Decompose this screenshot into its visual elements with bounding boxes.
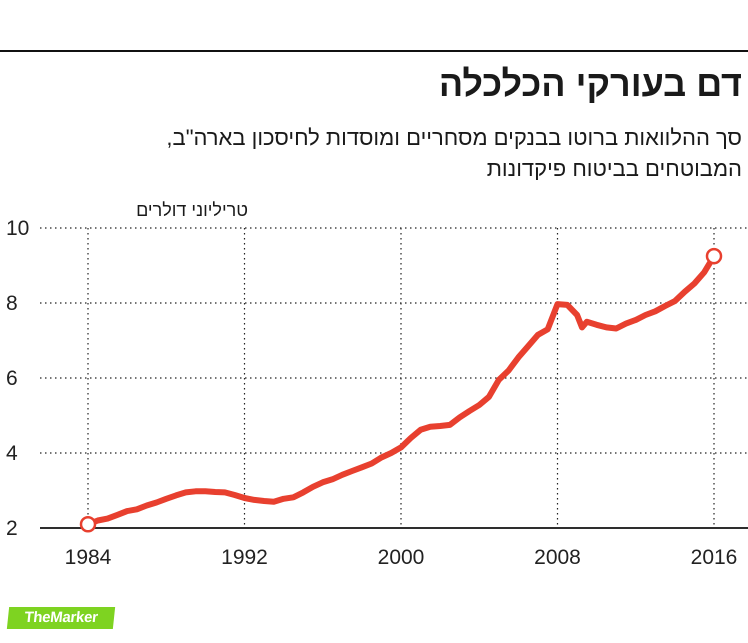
x-tick-label: 2000 [378, 546, 425, 569]
x-tick-label: 1992 [221, 546, 268, 569]
x-tick-label: 1984 [65, 546, 112, 569]
x-tick-label: 2008 [534, 546, 581, 569]
y-tick-label: 4 [6, 442, 18, 465]
subtitle-line-1: סך ההלוואות ברוטו בבנקים מסחריים ומוסדות… [166, 125, 742, 150]
chart-subtitle: סך ההלוואות ברוטו בבנקים מסחריים ומוסדות… [2, 122, 742, 184]
line-chart: 2 4 6 8 10 1984 1992 2000 2008 2016 [6, 217, 748, 569]
themarker-logo: TheMarker [6, 607, 116, 629]
y-tick-label: 6 [6, 367, 18, 390]
y-tick-label: 8 [6, 292, 18, 315]
endpoint-marker [79, 516, 97, 533]
x-tick-label: 2016 [691, 546, 738, 569]
chart-title: דם בעורקי הכלכלה [438, 63, 742, 104]
series-line [85, 253, 717, 528]
top-divider [0, 50, 748, 52]
y-axis-unit-label: טריליוני דולרים [136, 200, 248, 220]
endpoint-marker [705, 247, 723, 265]
y-tick-label: 2 [6, 517, 18, 540]
subtitle-line-2: המבוטחים בביטוח פיקדונות [486, 156, 742, 181]
y-tick-label: 10 [6, 217, 29, 240]
